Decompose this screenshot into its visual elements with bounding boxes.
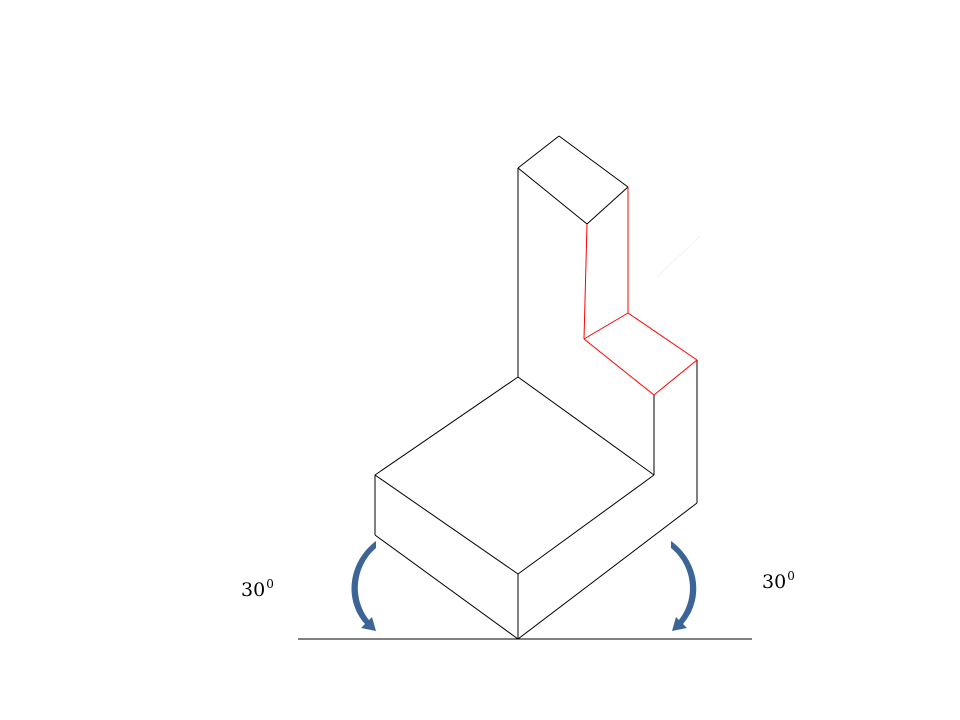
right-angle-value: 30 bbox=[762, 571, 787, 593]
highlighted-edges bbox=[583, 187, 698, 396]
highlight-edge bbox=[653, 359, 698, 396]
right-angle-exponent: 0 bbox=[787, 569, 795, 583]
highlight-edge bbox=[627, 312, 698, 361]
highlight-edge bbox=[583, 338, 655, 396]
edge bbox=[586, 186, 629, 225]
highlight-edge bbox=[583, 223, 588, 340]
edge bbox=[517, 502, 698, 640]
edge bbox=[374, 474, 519, 575]
edge bbox=[374, 534, 519, 640]
edge bbox=[517, 474, 655, 575]
highlight-edge bbox=[583, 312, 629, 340]
edge bbox=[558, 135, 629, 188]
left-angle-label: 300 bbox=[241, 577, 274, 601]
right-angle-arrow-icon bbox=[671, 541, 697, 631]
left-angle-value: 30 bbox=[241, 579, 266, 601]
faint-artifact-line bbox=[656, 235, 701, 278]
right-angle-label: 300 bbox=[762, 569, 795, 593]
left-angle-exponent: 0 bbox=[266, 577, 274, 591]
edge bbox=[374, 376, 519, 476]
edge bbox=[517, 376, 655, 476]
edge bbox=[517, 167, 588, 225]
left-angle-arrow-icon bbox=[351, 541, 376, 631]
object-edges bbox=[374, 135, 698, 640]
edge bbox=[517, 135, 560, 169]
